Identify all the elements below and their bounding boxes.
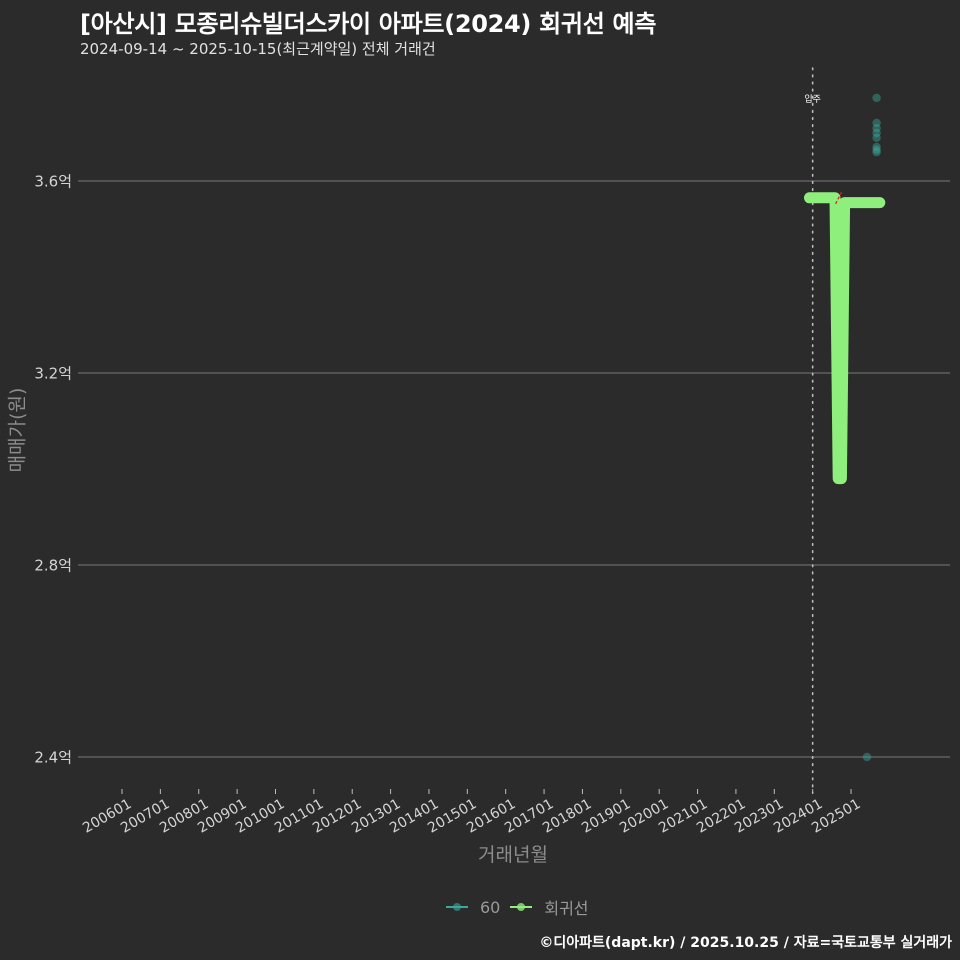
legend-label-60: 60 xyxy=(480,897,501,917)
data-point xyxy=(872,128,881,138)
legend-item-regression[interactable]: 회귀선 xyxy=(510,895,589,919)
data-point xyxy=(872,133,881,142)
y-tick-label: 3.6억 xyxy=(34,172,72,191)
source-caption: ©디아파트(dapt.kr) / 2025.10.25 / 자료=국토교통부 실… xyxy=(539,935,952,951)
legend-key-60-icon xyxy=(446,900,468,914)
trend-marker xyxy=(835,191,843,205)
legend-label-regression: 회귀선 xyxy=(544,899,589,918)
data-point xyxy=(872,142,881,152)
y-tick-label: 2.4억 xyxy=(34,748,72,767)
legend-key-regression-icon xyxy=(510,900,533,914)
data-point xyxy=(872,118,881,128)
y-tick-label: 3.2억 xyxy=(34,364,72,383)
move-in-label: 입주 xyxy=(804,95,821,105)
data-point xyxy=(872,124,881,133)
regression-line xyxy=(804,192,886,485)
legend: 60 회귀선 xyxy=(446,895,589,919)
chart-title: [아산시] 모종리슈빌더스카이 아파트(2024) 회귀선 예측 xyxy=(80,10,657,38)
data-point xyxy=(872,148,881,157)
chart-subtitle: 2024-09-14 ~ 2025-10-15(최근계약일) 전체 거래건 xyxy=(80,40,436,58)
data-point xyxy=(872,145,881,154)
data-point xyxy=(872,93,881,103)
y-tick-label: 2.8억 xyxy=(34,556,72,575)
y-axis-title: 매매가(원) xyxy=(6,387,29,473)
x-axis-title: 거래년월 xyxy=(478,844,548,866)
data-point xyxy=(862,752,872,762)
legend-item-60[interactable]: 60 xyxy=(446,898,500,917)
